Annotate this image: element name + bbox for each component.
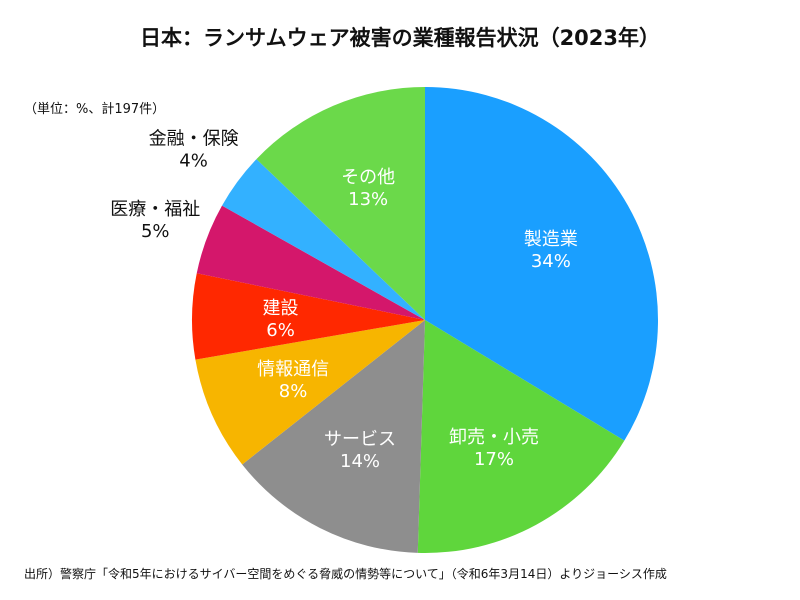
slice-label-value-7: 13%: [348, 189, 388, 210]
pie-slice-6: [222, 159, 425, 320]
pie-slice-2: [242, 320, 425, 553]
slice-label-name-2: サービス: [324, 429, 396, 450]
slice-label-name-3: 情報通信: [257, 359, 329, 380]
slice-label-value-0: 34%: [531, 251, 571, 272]
unit-note: （単位：%、計197件）: [24, 102, 166, 117]
pie-slice-0: [425, 87, 659, 441]
slice-label-value-6: 4%: [179, 151, 208, 172]
slice-label-name-1: 卸売・小売: [449, 427, 539, 448]
slice-label-name-6: 金融・保険: [149, 129, 239, 150]
slice-label-value-1: 17%: [474, 449, 514, 470]
pie-slice-5: [196, 205, 425, 320]
source-note: 出所）警察庁「令和5年におけるサイバー空間をめぐる脅威の情勢等について」（令和6…: [24, 567, 667, 581]
slice-label-name-0: 製造業: [524, 229, 578, 250]
slice-label-value-2: 14%: [340, 451, 380, 472]
pie-slice-1: [417, 320, 625, 553]
pie-slice-7: [256, 87, 425, 320]
slice-label-name-4: 建設: [263, 298, 299, 319]
slice-label-name-5: 医療・福祉: [110, 199, 200, 220]
slice-label-value-3: 8%: [279, 381, 308, 402]
slice-label-name-7: その他: [341, 167, 395, 188]
chart-title: 日本：ランサムウェア被害の業種報告状況（2023年）: [139, 26, 661, 50]
slice-label-value-4: 6%: [266, 320, 295, 341]
slice-label-value-5: 5%: [141, 221, 170, 242]
pie-slice-3: [195, 320, 425, 465]
pie-slice-4: [191, 273, 425, 360]
